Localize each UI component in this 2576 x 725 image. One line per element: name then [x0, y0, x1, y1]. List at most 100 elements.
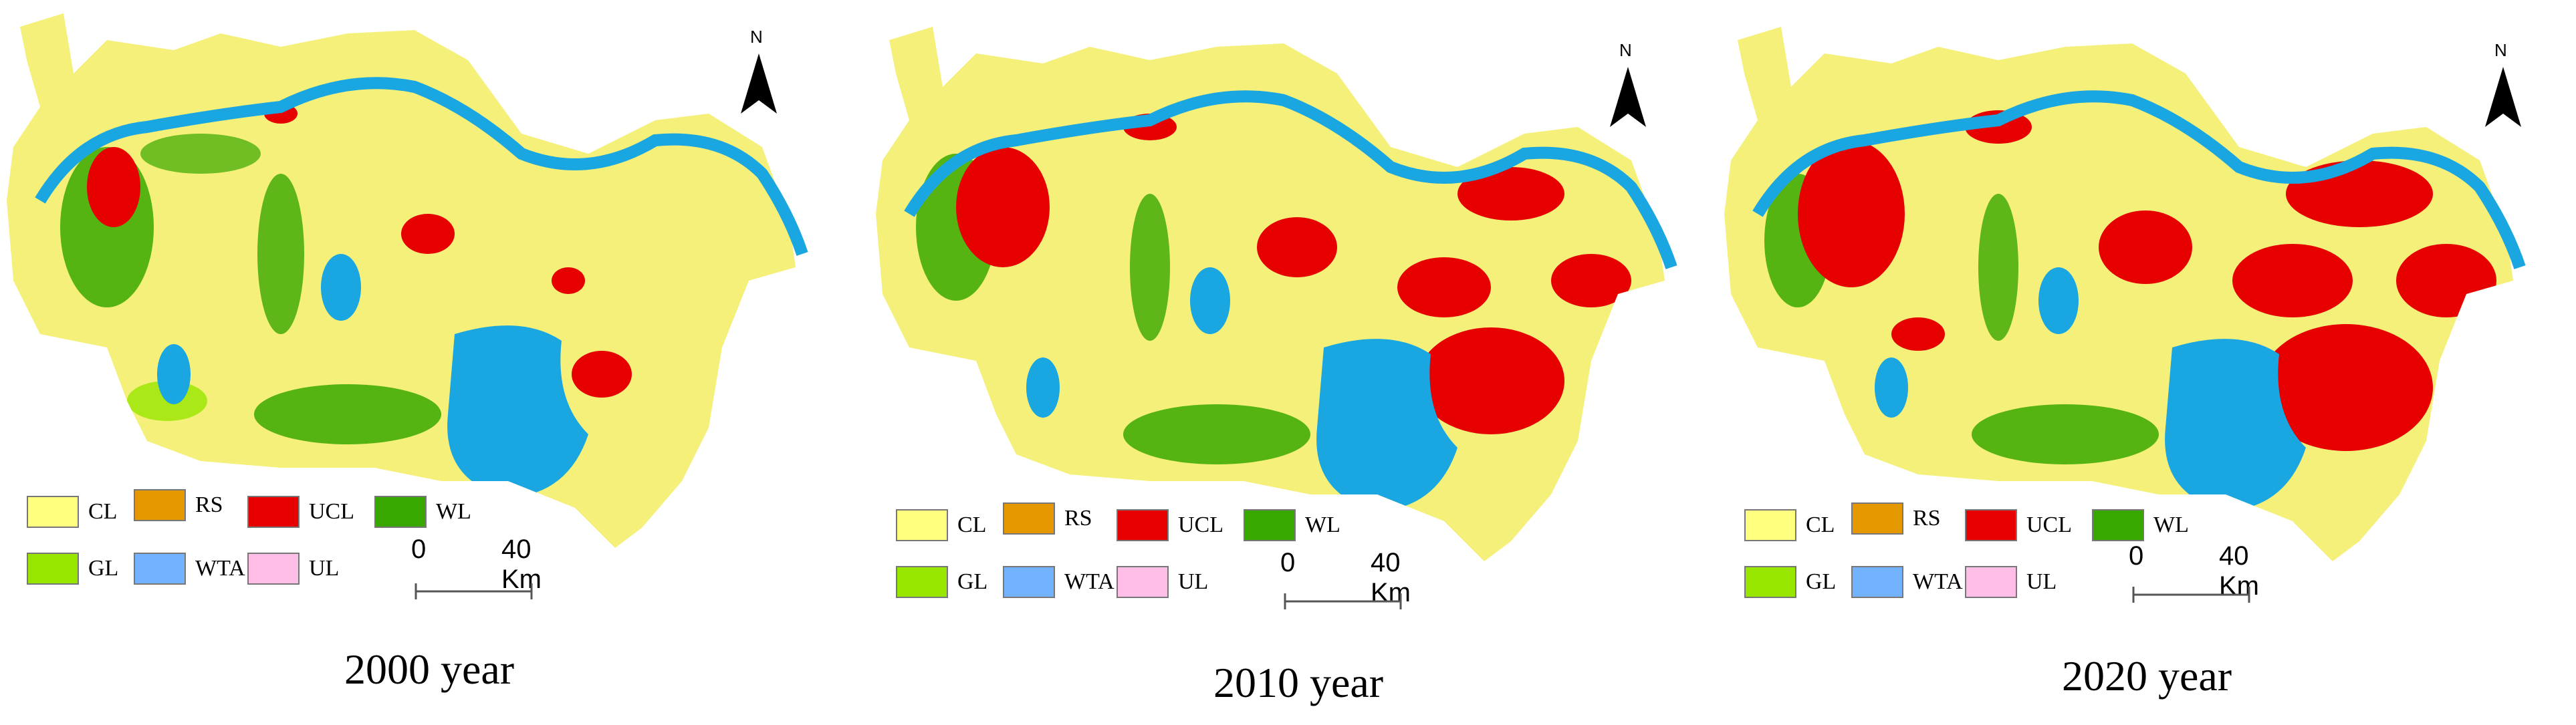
- urban-patch: [1457, 167, 1564, 221]
- urban-patch: [2099, 210, 2192, 284]
- scale-start-label: 0: [411, 535, 427, 564]
- swatch-wta: [134, 553, 186, 585]
- swatch-rs: [1851, 502, 1903, 535]
- lake: [447, 325, 588, 498]
- legend-item-wta: WTA: [1003, 565, 1115, 599]
- legend-label: UCL: [2026, 513, 2072, 537]
- scale-bar: 0 40 Km: [2119, 541, 2279, 608]
- swatch-wta: [1003, 566, 1055, 598]
- map-panel-2020: N CL RS UCL WL GL WTA UL 0 40 Km 2020 ye…: [1718, 0, 2576, 725]
- legend-item-rs: RS: [1851, 501, 1941, 536]
- woodland-patch: [257, 174, 304, 334]
- urban-patch: [572, 351, 632, 398]
- legend-label: WL: [1305, 513, 1340, 537]
- map-2020: [1724, 27, 2526, 561]
- cropland-area: [1724, 27, 2513, 561]
- legend-label: UCL: [309, 499, 354, 524]
- legend-item-ucl: UCL: [1965, 508, 2072, 543]
- lake: [2165, 339, 2306, 511]
- legend-item-wl: WL: [2092, 508, 2189, 543]
- swatch-ul: [247, 553, 300, 585]
- legend-item-ucl: UCL: [1117, 508, 1223, 543]
- lake: [157, 344, 191, 404]
- urban-patch: [401, 214, 455, 254]
- swatch-gl: [27, 553, 79, 585]
- scale-line: [415, 583, 533, 599]
- legend-item-rs: RS: [134, 488, 223, 523]
- urban-patch: [1891, 317, 1945, 351]
- legend-label: WTA: [195, 556, 245, 581]
- urban-patch: [87, 147, 140, 227]
- map-2010: [876, 27, 1677, 561]
- legend-item-wta: WTA: [134, 551, 245, 586]
- river: [35, 77, 808, 256]
- swatch-ucl: [1117, 509, 1169, 541]
- legend-label: UL: [309, 556, 340, 581]
- legend-label: CL: [1806, 513, 1835, 537]
- north-label: N: [1619, 40, 1632, 60]
- legend-item-cl: CL: [896, 508, 986, 543]
- swatch-wl: [2092, 509, 2144, 541]
- scale-line: [2132, 587, 2250, 603]
- woodland-patch: [254, 384, 441, 444]
- woodland-patch: [1978, 194, 2018, 341]
- north-arrow: N: [735, 27, 782, 120]
- legend-item-ul: UL: [247, 551, 339, 586]
- woodland-patch: [140, 134, 261, 174]
- legend-label: RS: [195, 492, 223, 517]
- legend-label: WTA: [1913, 569, 1963, 594]
- river: [904, 90, 1677, 269]
- legend-label: GL: [957, 569, 988, 594]
- urban-patch: [1798, 140, 1905, 287]
- swatch-wta: [1851, 566, 1903, 598]
- legend-item-gl: GL: [896, 565, 987, 599]
- legend-label: CL: [957, 513, 987, 537]
- swatch-wl: [374, 496, 427, 528]
- swatch-ul: [1965, 566, 2017, 598]
- urban-patch: [2286, 160, 2433, 227]
- north-arrow-icon: [1610, 67, 1646, 127]
- urban-patch: [1257, 217, 1337, 277]
- legend-label: WL: [2153, 513, 2189, 537]
- north-label: N: [2494, 40, 2507, 60]
- legend-item-cl: CL: [1744, 508, 1835, 543]
- urban-patch: [2396, 244, 2496, 317]
- legend-label: WTA: [1064, 569, 1115, 594]
- legend-label: CL: [88, 499, 118, 524]
- river: [1752, 90, 2526, 269]
- legend: CL RS UCL WL GL WTA UL: [1744, 502, 2212, 608]
- urban-patch: [552, 267, 585, 294]
- swatch-gl: [896, 566, 948, 598]
- land-use-map-2010: [876, 27, 1677, 561]
- lake: [2038, 267, 2079, 334]
- lake: [1875, 357, 1908, 418]
- swatch-cl: [896, 509, 948, 541]
- swatch-ul: [1117, 566, 1169, 598]
- cropland-area: [876, 27, 1665, 561]
- swatch-ucl: [1965, 509, 2017, 541]
- scale-end-label: 40 Km: [2219, 541, 2259, 601]
- swatch-ucl: [247, 496, 300, 528]
- lake: [1316, 339, 1457, 511]
- urban-patch: [2259, 324, 2433, 451]
- legend-label: GL: [1806, 569, 1837, 594]
- scale-end-label: 40 Km: [501, 535, 542, 594]
- land-use-map-2020: [1724, 27, 2526, 561]
- scale-bar: 0 40 Km: [401, 535, 562, 608]
- woodland-patch: [1972, 404, 2159, 464]
- legend-item-cl: CL: [27, 494, 117, 529]
- land-use-map-2000: [7, 13, 808, 548]
- scale-end-label: 40 Km: [1371, 548, 1411, 607]
- urban-patch: [1551, 254, 1631, 307]
- legend-label: RS: [1913, 506, 1941, 531]
- north-arrow: N: [2480, 40, 2527, 134]
- map-panel-2000: N CL RS UCL WL GL WTA UL 0 40 Km 2000 ye…: [0, 0, 858, 725]
- legend: CL RS UCL WL GL WTA UL: [896, 502, 1364, 608]
- woodland-patch: [1130, 194, 1170, 341]
- legend-item-ul: UL: [1117, 565, 1208, 599]
- legend-item-ucl: UCL: [247, 494, 354, 529]
- legend-label: RS: [1064, 506, 1092, 531]
- swatch-wl: [1244, 509, 1296, 541]
- swatch-gl: [1744, 566, 1796, 598]
- legend-item-wta: WTA: [1851, 565, 1963, 599]
